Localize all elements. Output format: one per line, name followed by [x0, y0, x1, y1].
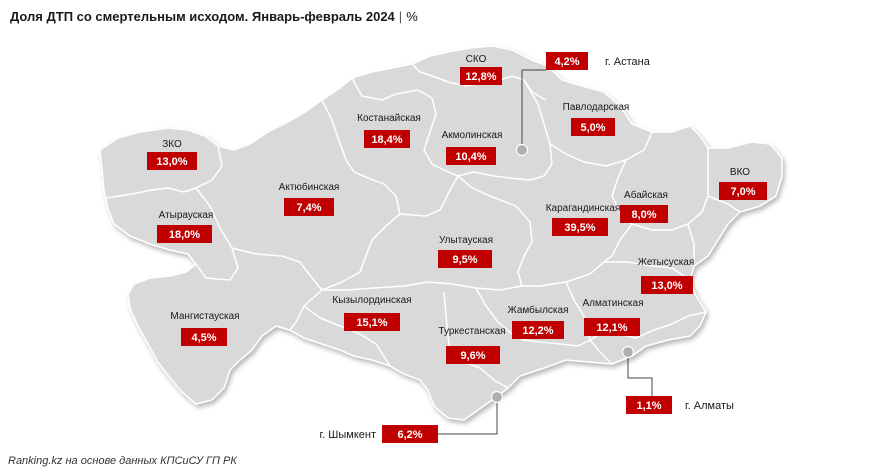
astana-value-box [546, 52, 588, 70]
region-0-name: СКО [466, 54, 487, 65]
region-14-value: 12,2% [522, 325, 553, 337]
region-10-name: Улытауская [439, 235, 493, 246]
almaty-leader-line [627, 352, 653, 396]
region-13-value: 15,1% [356, 317, 387, 329]
astana-marker [515, 143, 529, 157]
region-12-value: 4,5% [191, 332, 216, 344]
astana-leader-line [521, 69, 546, 150]
city-leaders [438, 69, 653, 435]
almaty-value: 1,1% [636, 400, 661, 412]
shymkent-value: 6,2% [397, 429, 422, 441]
region-3-value: 10,4% [455, 151, 486, 163]
almaty-value-box [626, 396, 672, 414]
region-6-value-box [284, 198, 334, 216]
region-6-value: 7,4% [296, 202, 321, 214]
title-unit: % [406, 9, 418, 24]
region-2-value: 18,4% [371, 134, 402, 146]
shymkent-leader-line [438, 397, 498, 435]
region-14-name: Жамбылская [508, 304, 569, 316]
region-8-value-box [552, 218, 608, 236]
region-1-name: ЗКО [162, 139, 182, 150]
title-main: Доля ДТП со смертельным исходом. Январь-… [10, 9, 395, 24]
region-7-name: Атырауская [159, 210, 214, 221]
shymkent-marker [490, 390, 504, 404]
region-7-value-box [157, 225, 212, 243]
shymkent-value-box [382, 425, 438, 443]
region-11-value: 13,0% [651, 280, 682, 292]
region-9-name: Абайская [624, 189, 668, 201]
region-9-value-box [620, 205, 668, 223]
region-15-value: 12,1% [596, 322, 627, 334]
region-13-name: Кызылординская [332, 295, 411, 306]
region-11-value-box [641, 276, 693, 294]
region-16-value: 9,6% [460, 350, 485, 362]
region-5-name: ВКО [730, 167, 750, 178]
region-8-value: 39,5% [564, 222, 595, 234]
region-4-value-box [571, 118, 615, 136]
region-0-value: 12,8% [465, 71, 496, 83]
region-16-value-box [446, 346, 500, 364]
almaty-marker [621, 345, 635, 359]
region-9-value: 8,0% [631, 209, 656, 221]
region-3-value-box [446, 147, 496, 165]
region-4-name: Павлодарская [563, 102, 630, 113]
region-5-value: 7,0% [730, 186, 755, 198]
region-1-value: 13,0% [156, 156, 187, 168]
region-14-value-box [512, 321, 564, 339]
region-13-value-box [344, 313, 400, 331]
region-7-value: 18,0% [169, 229, 200, 241]
region-12-value-box [181, 328, 227, 346]
region-15-value-box [584, 318, 640, 336]
region-16-name: Туркестанская [438, 326, 505, 337]
region-10-value: 9,5% [452, 254, 477, 266]
region-5-value-box [719, 182, 767, 200]
region-12-name: Мангистауская [170, 311, 239, 322]
title-separator: | [398, 9, 403, 24]
shymkent-name: г. Шымкент [320, 429, 377, 441]
region-labels: СКО 12,8% ЗКО 13,0% Костанайская 18,4% Акмолин… [147, 52, 767, 443]
region-1-value-box [147, 152, 197, 170]
region-10-value-box [438, 250, 492, 268]
region-3-name: Акмолинская [442, 130, 503, 141]
region-4-value: 5,0% [580, 122, 605, 134]
chart-title: Доля ДТП со смертельным исходом. Январь-… [10, 9, 418, 24]
astana-name: г. Астана [605, 56, 651, 68]
region-15-name: Алматинская [583, 298, 644, 309]
almaty-name: г. Алматы [685, 400, 734, 412]
region-0-value-box [460, 67, 502, 85]
region-8-name: Карагандинская [546, 203, 621, 214]
region-2-name: Костанайская [357, 113, 421, 124]
source-note: Ranking.kz на основе данных КПСиСУ ГП РК [8, 455, 237, 467]
region-2-value-box [364, 130, 410, 148]
astana-value: 4,2% [554, 56, 579, 68]
region-11-name: Жетысуская [638, 257, 695, 268]
region-6-name: Актюбинская [279, 181, 340, 193]
